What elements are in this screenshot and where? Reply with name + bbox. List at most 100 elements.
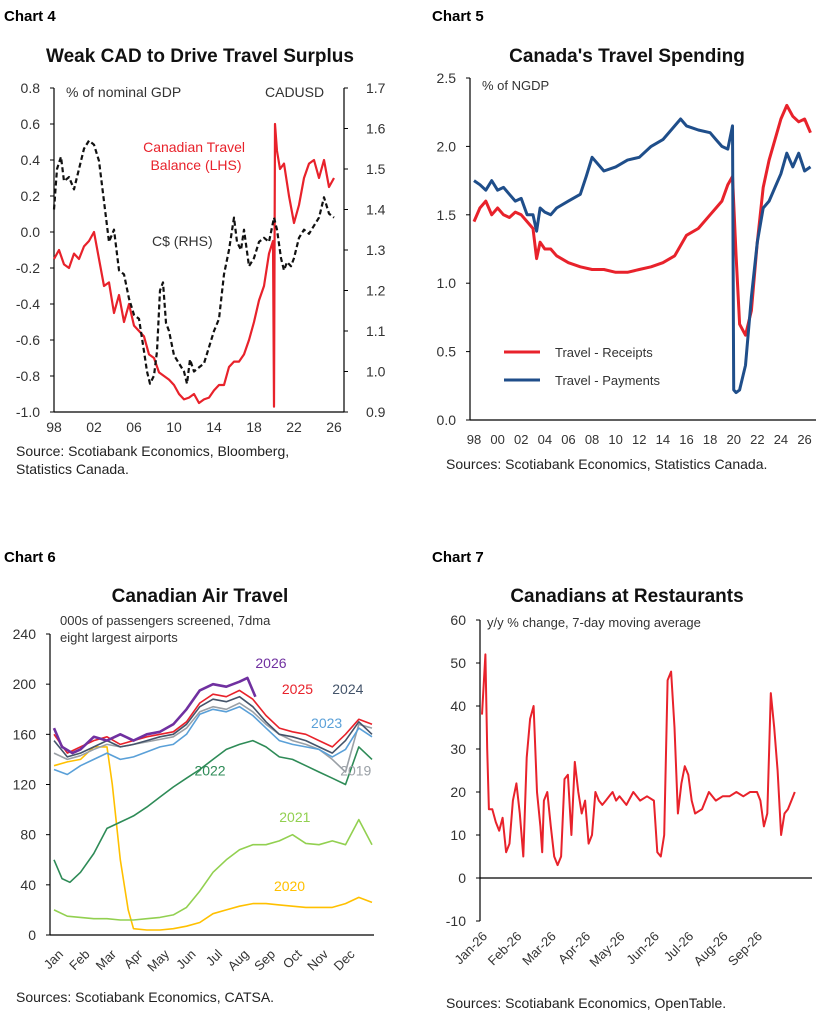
chart-6-series-line-2022 — [53, 739, 373, 884]
chart-6-x-tick: May — [144, 946, 172, 974]
chart-5-x-tick: 24 — [774, 432, 788, 447]
chart-4-source-line1: Source: Scotiabank Economics, Bloomberg, — [16, 443, 289, 459]
chart-6-series-line-2021 — [53, 818, 373, 921]
chart-5-axes — [469, 78, 816, 421]
chart-4-annotation-line1: Canadian Travel — [143, 139, 245, 155]
chart-4-series-line-1 — [52, 139, 335, 385]
chart-5-label: Chart 5 — [432, 8, 484, 25]
chart-5-x-tick: 22 — [750, 432, 764, 447]
chart-5-y-ticks: 2.5 2.0 1.5 1.0 0.5 0.0 — [437, 70, 470, 428]
chart-5-y-tick: 2.0 — [437, 138, 457, 154]
chart-6: Chart 6 Canadian Air Travel 000s of pass… — [4, 549, 374, 1005]
chart-6-y-tick: 80 — [20, 827, 36, 843]
chart-6-x-tick: Mar — [93, 946, 120, 973]
chart-4-y-tick-left: 0.8 — [21, 80, 41, 96]
chart-5-series-line-0 — [472, 103, 812, 337]
chart-7-y-tick: 30 — [450, 741, 466, 757]
chart-6-x-tick: Sep — [251, 947, 278, 974]
chart-7-series — [481, 653, 796, 867]
chart-4-y-tick-right: 1.2 — [366, 283, 386, 299]
chart-4-y-tick-right: 1.7 — [366, 80, 386, 96]
chart-7-y-tick: 20 — [450, 784, 466, 800]
chart-6-axes — [49, 634, 374, 936]
chart-6-y-tick: 160 — [13, 726, 37, 742]
chart-4-annotation-cad: C$ (RHS) — [152, 233, 213, 249]
chart-6-series — [52, 676, 373, 931]
chart-6-title: Canadian Air Travel — [112, 586, 289, 607]
chart-7-source: Sources: Scotiabank Economics, OpenTable… — [446, 995, 726, 1011]
chart-7-x-ticks: Jan-26Feb-26Mar-26Apr-26May-26Jun-26Jul-… — [451, 929, 765, 970]
chart-7-x-tick: Jan-26 — [451, 929, 490, 968]
chart-4-x-tick: 06 — [126, 419, 142, 435]
chart-7-y-tick: -10 — [446, 913, 466, 929]
chart-6-series-label-2026: 2026 — [255, 655, 286, 671]
chart-5-y-tick: 2.5 — [437, 70, 457, 86]
chart-6-label: Chart 6 — [4, 549, 56, 566]
chart-5: Chart 5 Canada's Travel Spending % of NG… — [432, 8, 816, 472]
chart-4-x-tick: 26 — [326, 419, 342, 435]
chart-5-x-tick: 10 — [608, 432, 622, 447]
chart-7-y-tick: 0 — [458, 870, 466, 886]
chart-6-series-line-2020 — [53, 746, 373, 931]
chart-4-y-tick-right: 0.9 — [366, 404, 386, 420]
chart-7-x-tick: May-26 — [586, 929, 627, 970]
chart-5-axis-note: % of NGDP — [482, 78, 549, 93]
chart-6-series-label-2019: 2019 — [340, 763, 371, 779]
chart-7-y-tick: 40 — [450, 698, 466, 714]
chart-4-axes — [53, 88, 345, 413]
chart-4-title: Weak CAD to Drive Travel Surplus — [46, 46, 354, 67]
chart-6-source: Sources: Scotiabank Economics, CATSA. — [16, 989, 274, 1005]
chart-5-x-tick: 08 — [585, 432, 599, 447]
chart-7-y-tick: 60 — [450, 612, 466, 628]
chart-4-y-tick-right: 1.6 — [366, 121, 386, 137]
chart-4-y-tick-left: 0.4 — [21, 152, 41, 168]
chart-6-x-tick: Nov — [304, 946, 331, 973]
chart-5-x-tick: 00 — [490, 432, 504, 447]
chart-6-x-tick: Aug — [225, 947, 252, 974]
chart-7-x-tick: Mar-26 — [519, 929, 559, 969]
chart-4-y-tick-right: 1.1 — [366, 323, 386, 339]
chart-5-x-tick: 20 — [726, 432, 740, 447]
chart-5-x-tick: 14 — [656, 432, 670, 447]
chart-6-series-label-2023: 2023 — [311, 715, 342, 731]
chart-5-x-tick: 04 — [538, 432, 552, 447]
chart-6-y-tick: 40 — [20, 877, 36, 893]
chart-4-x-ticks: 98 02 06 10 14 18 22 26 — [46, 419, 342, 435]
chart-4-y-tick-right: 1.4 — [366, 202, 386, 218]
chart-4-x-tick: 14 — [206, 419, 222, 435]
chart-4-y-tick-left: 0.0 — [21, 224, 41, 240]
chart-4-annotation-line2: Balance (LHS) — [150, 157, 241, 173]
chart-5-y-tick: 0.0 — [437, 412, 457, 428]
chart-5-x-tick: 98 — [467, 432, 481, 447]
chart-5-x-tick: 12 — [632, 432, 646, 447]
chart-5-series-line-1 — [473, 117, 812, 395]
chart-4-x-tick: 98 — [46, 419, 62, 435]
chart-6-series-line-2026 — [52, 676, 257, 755]
chart-5-series — [472, 103, 812, 395]
chart-6-series-line-2023 — [53, 705, 373, 776]
chart-6-y-ticks: 240 200 160 120 80 40 0 — [13, 626, 50, 943]
chart-4-y-tick-left: -0.6 — [16, 332, 40, 348]
chart-7-y-tick: 10 — [450, 827, 466, 843]
chart-7-x-tick: Aug-26 — [690, 929, 730, 969]
chart-5-x-tick: 18 — [703, 432, 717, 447]
chart-5-y-tick: 1.0 — [437, 275, 457, 291]
chart-6-series-label-2024: 2024 — [332, 681, 363, 697]
chart-6-y-tick: 0 — [28, 927, 36, 943]
chart-7-title: Canadians at Restaurants — [510, 586, 743, 607]
chart-7-x-tick: Sep-26 — [725, 929, 765, 969]
chart-5-legend-label-0: Travel - Receipts — [555, 345, 653, 360]
chart-7-axes — [479, 620, 812, 921]
chart-5-y-tick: 1.5 — [437, 207, 457, 223]
chart-4-source-line2: Statistics Canada. — [16, 461, 129, 477]
chart-4-y-tick-left: 0.6 — [21, 116, 41, 132]
chart-4-series-line-0 — [53, 122, 335, 408]
chart-6-y-tick: 200 — [13, 676, 37, 692]
chart-6-x-tick: Feb — [66, 947, 92, 973]
chart-6-axis-note-line1: 000s of passengers screened, 7dma — [60, 613, 271, 628]
chart-6-series-line-2025 — [53, 689, 373, 754]
chart-4-label: Chart 4 — [4, 8, 56, 25]
chart-7-y-ticks: 60 50 40 30 20 10 0 -10 — [446, 612, 480, 929]
chart-5-source: Sources: Scotiabank Economics, Statistic… — [446, 456, 767, 472]
chart-4-x-tick: 18 — [246, 419, 262, 435]
